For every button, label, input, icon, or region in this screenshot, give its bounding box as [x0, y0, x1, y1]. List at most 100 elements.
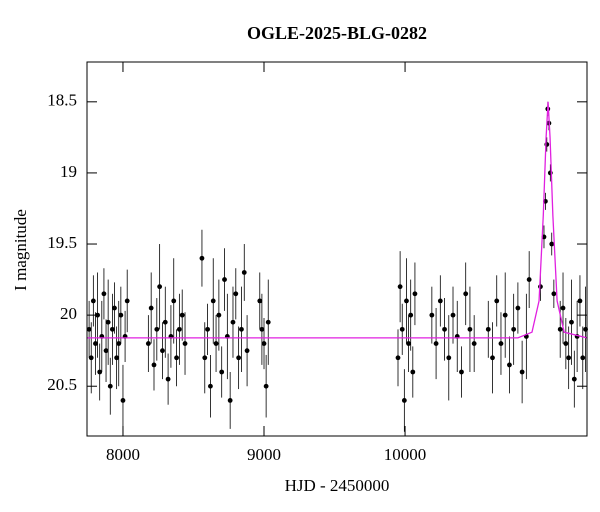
data-point [182, 341, 188, 346]
data-point [222, 277, 227, 282]
data-point [560, 305, 566, 311]
data-point [571, 376, 577, 382]
data-point [151, 362, 157, 368]
data-point [90, 298, 96, 304]
data-point [408, 312, 414, 318]
data-point [549, 241, 555, 247]
x-axis-label: HJD - 2450000 [285, 476, 390, 495]
data-point [399, 326, 405, 332]
data-point [241, 270, 247, 275]
y-tick-label: 19.5 [47, 233, 77, 252]
data-point [219, 369, 225, 375]
model-curve [87, 101, 588, 339]
data-point [86, 326, 92, 332]
data-point [406, 341, 411, 346]
data-point [171, 298, 177, 304]
data-point [515, 305, 521, 311]
data-point [463, 291, 469, 297]
data-point [494, 298, 500, 304]
data-point [118, 312, 124, 318]
data-point [216, 312, 222, 318]
data-point [179, 312, 185, 318]
data-point [239, 326, 244, 332]
data-point [176, 326, 182, 332]
data-point [101, 291, 107, 297]
data-point [471, 341, 477, 346]
data-point [526, 277, 532, 282]
data-point [160, 348, 165, 354]
data-point [395, 355, 401, 361]
data-point [97, 369, 103, 375]
data-point [95, 312, 100, 318]
data-point [210, 298, 216, 304]
data-point [233, 291, 239, 297]
data-point [437, 298, 443, 304]
data-point [569, 319, 574, 325]
data-point [116, 341, 122, 346]
data-point [577, 298, 583, 304]
data-point [263, 383, 269, 389]
data-point [157, 284, 163, 290]
data-point [490, 355, 495, 361]
data-point [257, 298, 263, 304]
data-point [145, 341, 151, 346]
data-point [208, 383, 213, 389]
data-point [433, 341, 439, 346]
data-point [442, 326, 447, 332]
data-point [519, 369, 525, 375]
data-point [244, 348, 250, 354]
data-point [404, 298, 409, 304]
data-point [165, 376, 171, 382]
chart-title: OGLE-2025-BLG-0282 [247, 23, 427, 43]
data-point [236, 355, 242, 361]
data-point [162, 319, 168, 325]
data-point [429, 312, 435, 318]
data-point [112, 305, 117, 311]
x-tick-label: 9000 [247, 445, 281, 464]
y-tick-label: 20.5 [47, 375, 77, 394]
data-point [563, 341, 569, 346]
data-point [205, 326, 210, 332]
data-point [103, 348, 109, 354]
data-point [174, 355, 179, 361]
x-tick-label: 8000 [106, 445, 140, 464]
y-tick-label: 18.5 [47, 91, 77, 110]
data-point [93, 341, 98, 346]
data-point [213, 341, 219, 346]
data-point [580, 355, 586, 361]
data-point [230, 319, 236, 325]
data-point [412, 291, 418, 297]
data-point [544, 142, 550, 147]
y-tick-label: 19 [60, 162, 77, 181]
plot-frame [86, 61, 588, 437]
data-point [401, 398, 407, 403]
data-point [502, 312, 508, 318]
data-point [507, 362, 512, 368]
data-point [459, 369, 464, 375]
data-point [467, 326, 473, 332]
data-point [105, 319, 111, 325]
data-point [88, 355, 94, 361]
data-point [124, 298, 130, 304]
data-point [107, 383, 113, 389]
data-point [397, 284, 403, 290]
data-point [511, 326, 517, 332]
data-point [114, 355, 120, 361]
data-point [557, 326, 563, 332]
data-point [446, 355, 452, 361]
data-point [485, 326, 491, 332]
y-tick-label: 20 [60, 304, 77, 323]
data-point [259, 326, 265, 332]
data-point [120, 398, 126, 403]
y-axis-label: I magnitude [11, 209, 30, 291]
data-point [551, 291, 557, 297]
data-point [450, 312, 456, 318]
data-point [261, 341, 267, 346]
data-point [109, 326, 115, 332]
plot-area [86, 101, 588, 436]
data-point [202, 355, 208, 361]
data-point [148, 305, 154, 311]
x-tick-label: 10000 [384, 445, 427, 464]
